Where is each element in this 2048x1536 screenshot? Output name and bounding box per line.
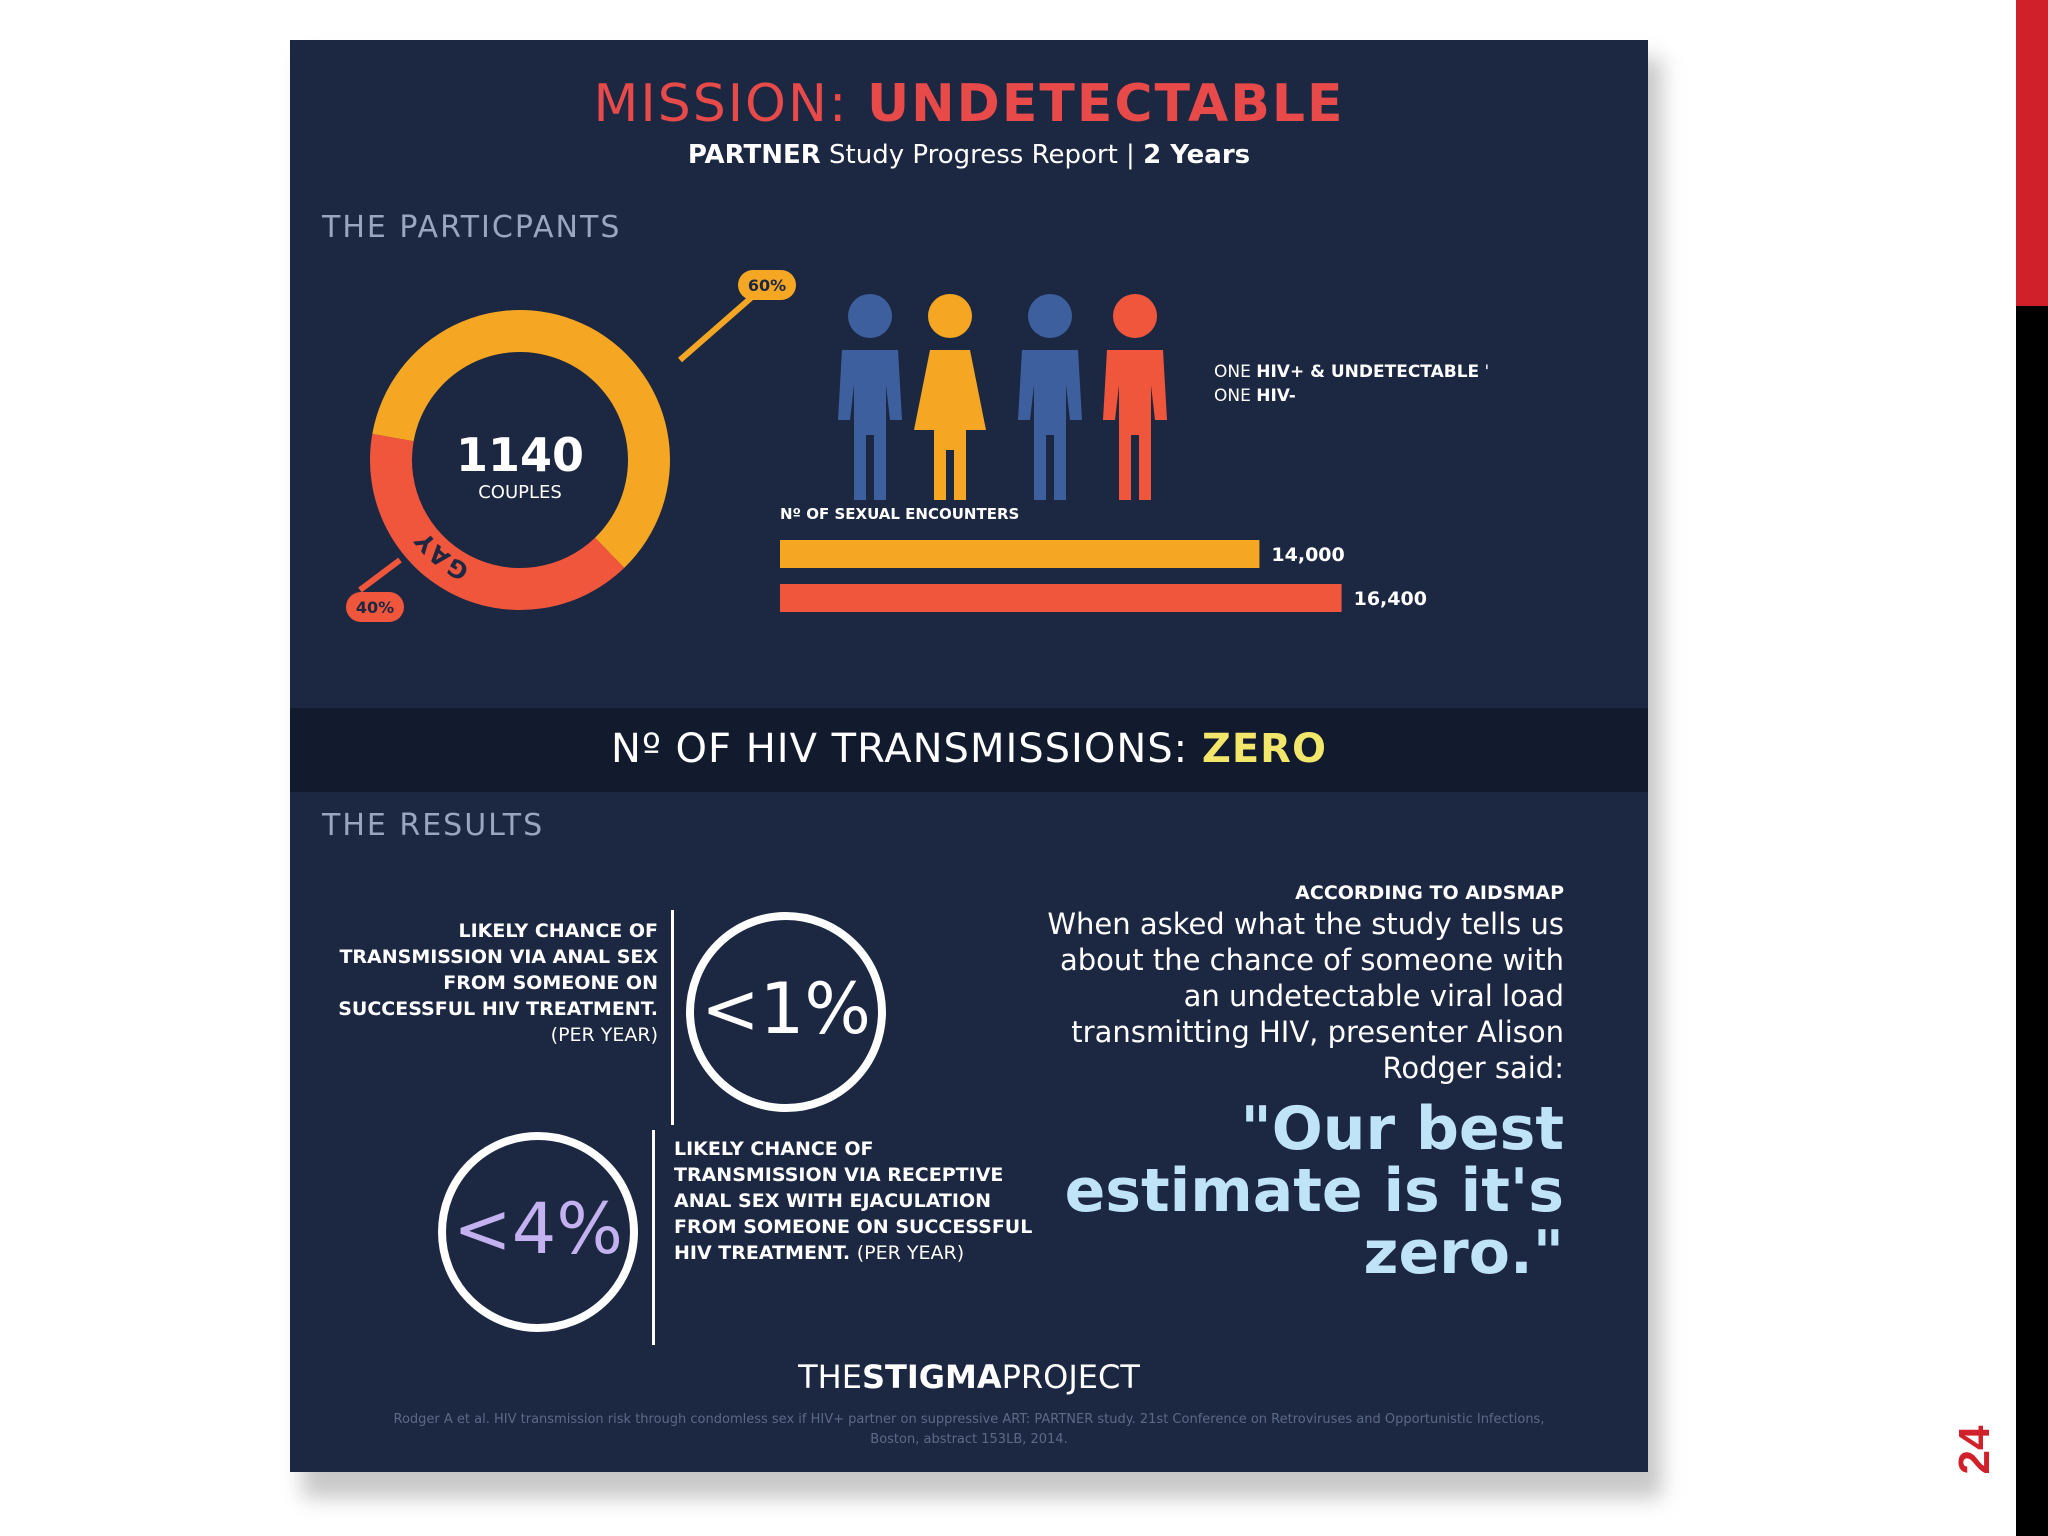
title-light: MISSION:	[593, 74, 867, 134]
poster-subtitle: PARTNER Study Progress Report | 2 Years	[290, 140, 1648, 170]
encounters-chart-title: Nº OF SEXUAL ENCOUNTERS	[780, 505, 1020, 523]
result1-description: LIKELY CHANCE OF TRANSMISSION VIA ANAL S…	[338, 920, 658, 1046]
participants-heading: THE PARTICPANTS	[322, 210, 622, 245]
result1-divider	[671, 910, 674, 1125]
couples-people-icons	[838, 294, 1167, 500]
bar-heterosexual	[780, 540, 1260, 568]
subtitle-middle: Study Progress Report |	[820, 140, 1144, 170]
bar-value-label-gay: 16,400	[1354, 588, 1427, 610]
subtitle-partner: PARTNER	[687, 140, 821, 170]
encounters-bar-chart: 14,000 16,400	[780, 540, 1427, 612]
slide-accent-bar-red	[2016, 0, 2048, 306]
transmissions-heading: Nº OF HIV TRANSMISSIONS: ZERO	[611, 726, 1327, 772]
results-heading: THE RESULTS	[322, 808, 545, 843]
slide-accent-bar-black	[2016, 306, 2048, 1536]
callout-line-60	[678, 287, 762, 363]
transmissions-zero: ZERO	[1201, 726, 1327, 772]
people-legend-line2: ONE HIV-	[1214, 386, 1296, 406]
person-icon-blue-2	[1018, 294, 1082, 500]
brand-logo: THESTIGMAPROJECT	[798, 1358, 1140, 1396]
result1-circle: <1%	[686, 912, 886, 1112]
bar-gay	[780, 584, 1342, 612]
poster-title: MISSION: UNDETECTABLE	[290, 74, 1648, 134]
result2-divider	[652, 1130, 655, 1345]
result2-circle: <4%	[438, 1132, 638, 1332]
couples-label: COUPLES	[478, 482, 562, 503]
title-bold: UNDETECTABLE	[866, 74, 1345, 134]
citation: Rodger A et al. HIV transmission risk th…	[393, 1412, 1545, 1447]
people-legend-line1: ONE HIV+ & UNDETECTABLE '	[1214, 362, 1490, 382]
couples-number: 1140	[455, 428, 585, 482]
callout-text-40: 40%	[356, 598, 394, 617]
callout-line-40	[358, 557, 402, 593]
couples-donut-chart: HETEROSEXUAL GAY 1140 COUPLES	[319, 247, 710, 650]
callout-badge-40	[346, 592, 404, 622]
subtitle-years: 2 Years	[1143, 140, 1251, 170]
quote-source: ACCORDING TO AIDSMAP	[1295, 882, 1564, 904]
bar-value-label-heterosexual: 14,000	[1271, 544, 1344, 566]
page-number: 24	[1950, 1425, 1999, 1475]
person-icon-red	[1103, 294, 1167, 500]
person-icon-blue-1	[838, 294, 902, 500]
donut-slice-gay	[370, 433, 625, 610]
quote-highlight: "Our best estimate is it's zero."	[1064, 1094, 1564, 1288]
infographic-poster: MISSION: UNDETECTABLE PARTNER Study Prog…	[290, 40, 1648, 1472]
people-legend: ONE HIV+ & UNDETECTABLE ' ONE HIV-	[1214, 360, 1489, 408]
donut-slice-heterosexual	[372, 310, 670, 568]
callout-badge-60	[738, 270, 796, 300]
transmissions-band: Nº OF HIV TRANSMISSIONS: ZERO	[290, 708, 1648, 792]
callout-text-60: 60%	[748, 276, 786, 295]
result1-value: <1%	[701, 968, 871, 1050]
donut-callouts: 60% 40%	[346, 270, 796, 622]
donut-svg: HETEROSEXUAL GAY	[319, 247, 670, 610]
person-icon-orange-woman	[914, 294, 986, 500]
result2-description: LIKELY CHANCE OF TRANSMISSION VIA RECEPT…	[674, 1138, 1033, 1264]
result2-value: <4%	[453, 1188, 623, 1270]
quote-body: When asked what the study tells us about…	[1047, 907, 1564, 1085]
